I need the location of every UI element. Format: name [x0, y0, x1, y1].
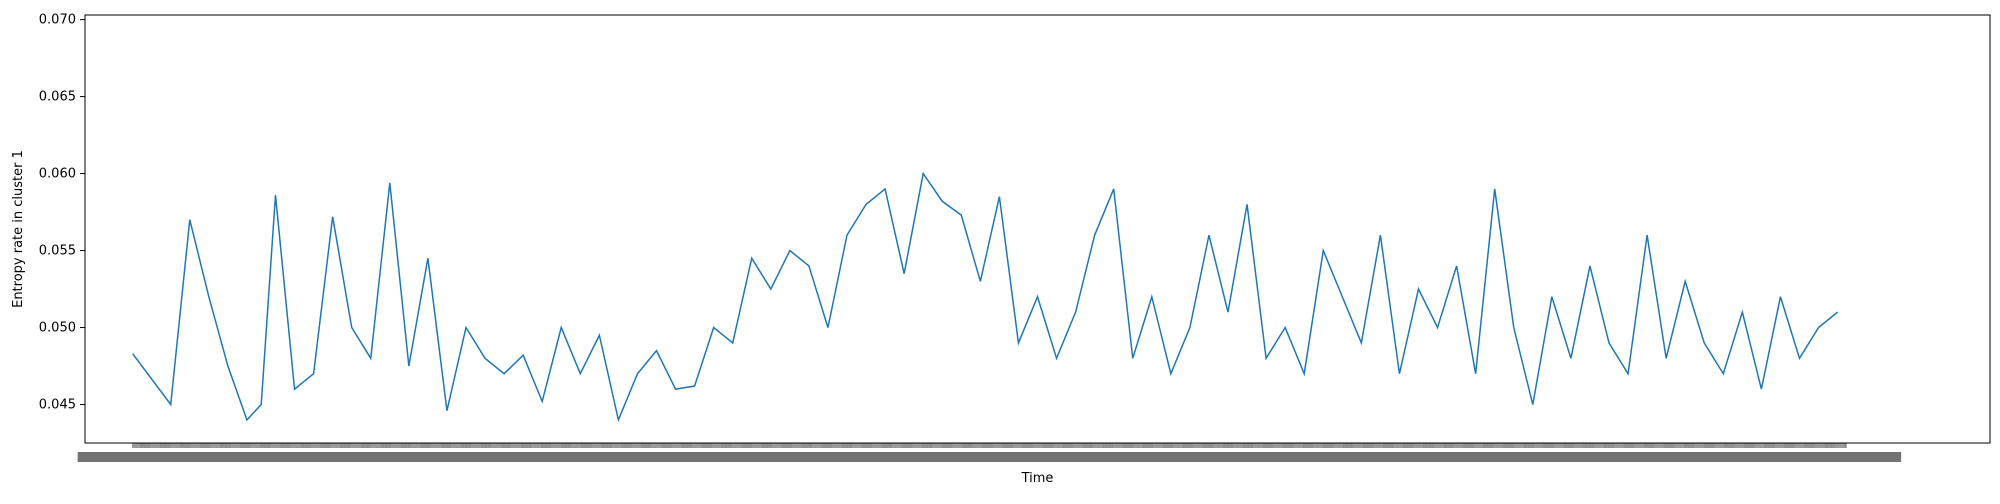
series-line-segment-0: [132, 171, 1839, 423]
y-tick-label: 0.055: [39, 244, 76, 259]
x-tick-labels-overlap: [77, 452, 1902, 462]
y-tick-label: 0.060: [39, 167, 76, 182]
plot-lines: [132, 171, 1839, 423]
y-tick-label: 0.045: [39, 398, 76, 413]
plot-area-frame: [84, 14, 1991, 444]
x-axis-label: Time: [1021, 471, 1054, 486]
y-axis-ticks: 0.045 0.050 0.055 0.060 0.065 0.070: [39, 13, 85, 413]
y-tick-label: 0.065: [39, 90, 76, 105]
y-tick-label: 0.070: [39, 13, 76, 28]
y-tick-label: 0.050: [39, 321, 76, 336]
x-tick-marks: [132, 443, 1847, 448]
y-axis-label: Entropy rate in cluster 1: [11, 150, 26, 308]
x-axis-ticks: [77, 443, 1902, 462]
